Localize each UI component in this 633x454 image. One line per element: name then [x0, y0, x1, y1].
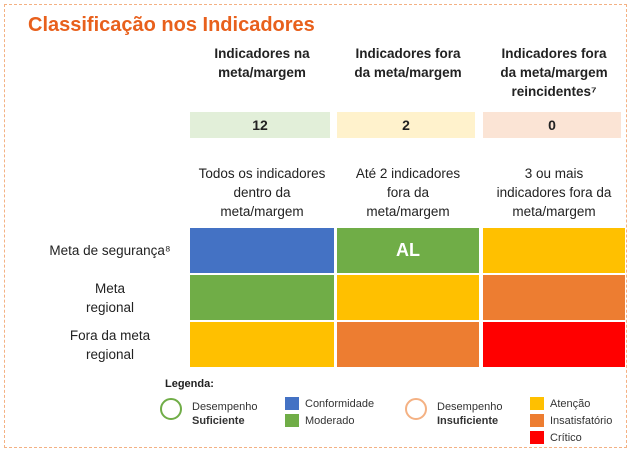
legend-title: Legenda: — [165, 378, 214, 390]
count-box: 0 — [483, 112, 621, 138]
frame — [4, 4, 627, 448]
legend-swatch — [530, 431, 544, 444]
legend-item-label: Crítico — [550, 432, 582, 444]
legend-group-line: Desempenho — [192, 401, 258, 413]
legend-group-label: Desempenho Insuficiente — [437, 400, 502, 428]
status-cell — [190, 322, 334, 367]
heading-line: Indicadores fora — [501, 46, 607, 61]
row-label-line: regional — [85, 299, 135, 315]
row-label-line: Fora da meta — [69, 327, 151, 343]
description-line: 3 ou mais — [524, 166, 584, 181]
legend-item-label: Conformidade — [305, 398, 375, 410]
status-cell: AL — [337, 228, 479, 273]
legend-group-line: Suficiente — [192, 415, 245, 427]
heading-line: meta/margem — [218, 65, 306, 80]
status-cell — [337, 275, 479, 320]
row-label: Meta de segurança⁸ — [40, 228, 180, 273]
status-cell — [483, 228, 625, 273]
status-cell — [483, 322, 625, 367]
status-cell — [483, 275, 625, 320]
legend-item-label: Atenção — [550, 398, 591, 410]
heading-line: reincidentes⁷ — [511, 84, 597, 99]
column-description: 3 ou mais indicadores fora da meta/margem — [479, 164, 629, 221]
row-label: Meta regional — [40, 275, 180, 320]
heading-line: Indicadores fora — [355, 46, 461, 61]
column-description: Até 2 indicadores fora da meta/margem — [333, 164, 483, 221]
description-line: Todos os indicadores — [198, 166, 326, 181]
heading-line: da meta/margem — [354, 65, 462, 80]
column-heading: Indicadores fora da meta/margem reincident… — [483, 44, 625, 101]
description-line: indicadores fora da — [496, 185, 612, 200]
column-heading: Indicadores na meta/margem — [190, 44, 334, 82]
description-line: meta/margem — [512, 204, 596, 219]
title: Classificação nos Indicadores — [28, 14, 315, 36]
legend-group-line: Desempenho — [437, 401, 503, 413]
description-line: Até 2 indicadores — [355, 166, 461, 181]
heading-line: da meta/margem — [500, 65, 608, 80]
legend-item-label: Insatisfatório — [550, 415, 613, 427]
description-line: fora da — [386, 185, 430, 200]
description-line: meta/margem — [366, 204, 450, 219]
description-line: dentro da — [233, 185, 291, 200]
status-cell — [190, 275, 334, 320]
row-label: Fora da meta regional — [40, 322, 180, 367]
row-label-line: regional — [85, 346, 135, 362]
count-box: 12 — [190, 112, 330, 138]
column-heading: Indicadores fora da meta/margem — [337, 44, 479, 82]
legend-group-label: Desempenho Suficiente — [192, 400, 257, 428]
legend-swatch — [530, 397, 544, 410]
status-cell — [190, 228, 334, 273]
description-line: meta/margem — [220, 204, 304, 219]
heading-line: Indicadores na — [214, 46, 310, 61]
count-box: 2 — [337, 112, 475, 138]
legend-swatch — [530, 414, 544, 427]
legend-icon — [160, 398, 182, 420]
row-label-line: Meta de segurança⁸ — [49, 243, 171, 258]
legend-swatch — [285, 397, 299, 410]
row-label-line: Meta — [94, 280, 125, 296]
legend-group-line: Insuficiente — [437, 415, 499, 427]
legend-item-label: Moderado — [305, 415, 355, 427]
status-cell — [337, 322, 479, 367]
legend-icon — [405, 398, 427, 420]
legend-swatch — [285, 414, 299, 427]
column-description: Todos os indicadores dentro da meta/margem — [186, 164, 338, 221]
